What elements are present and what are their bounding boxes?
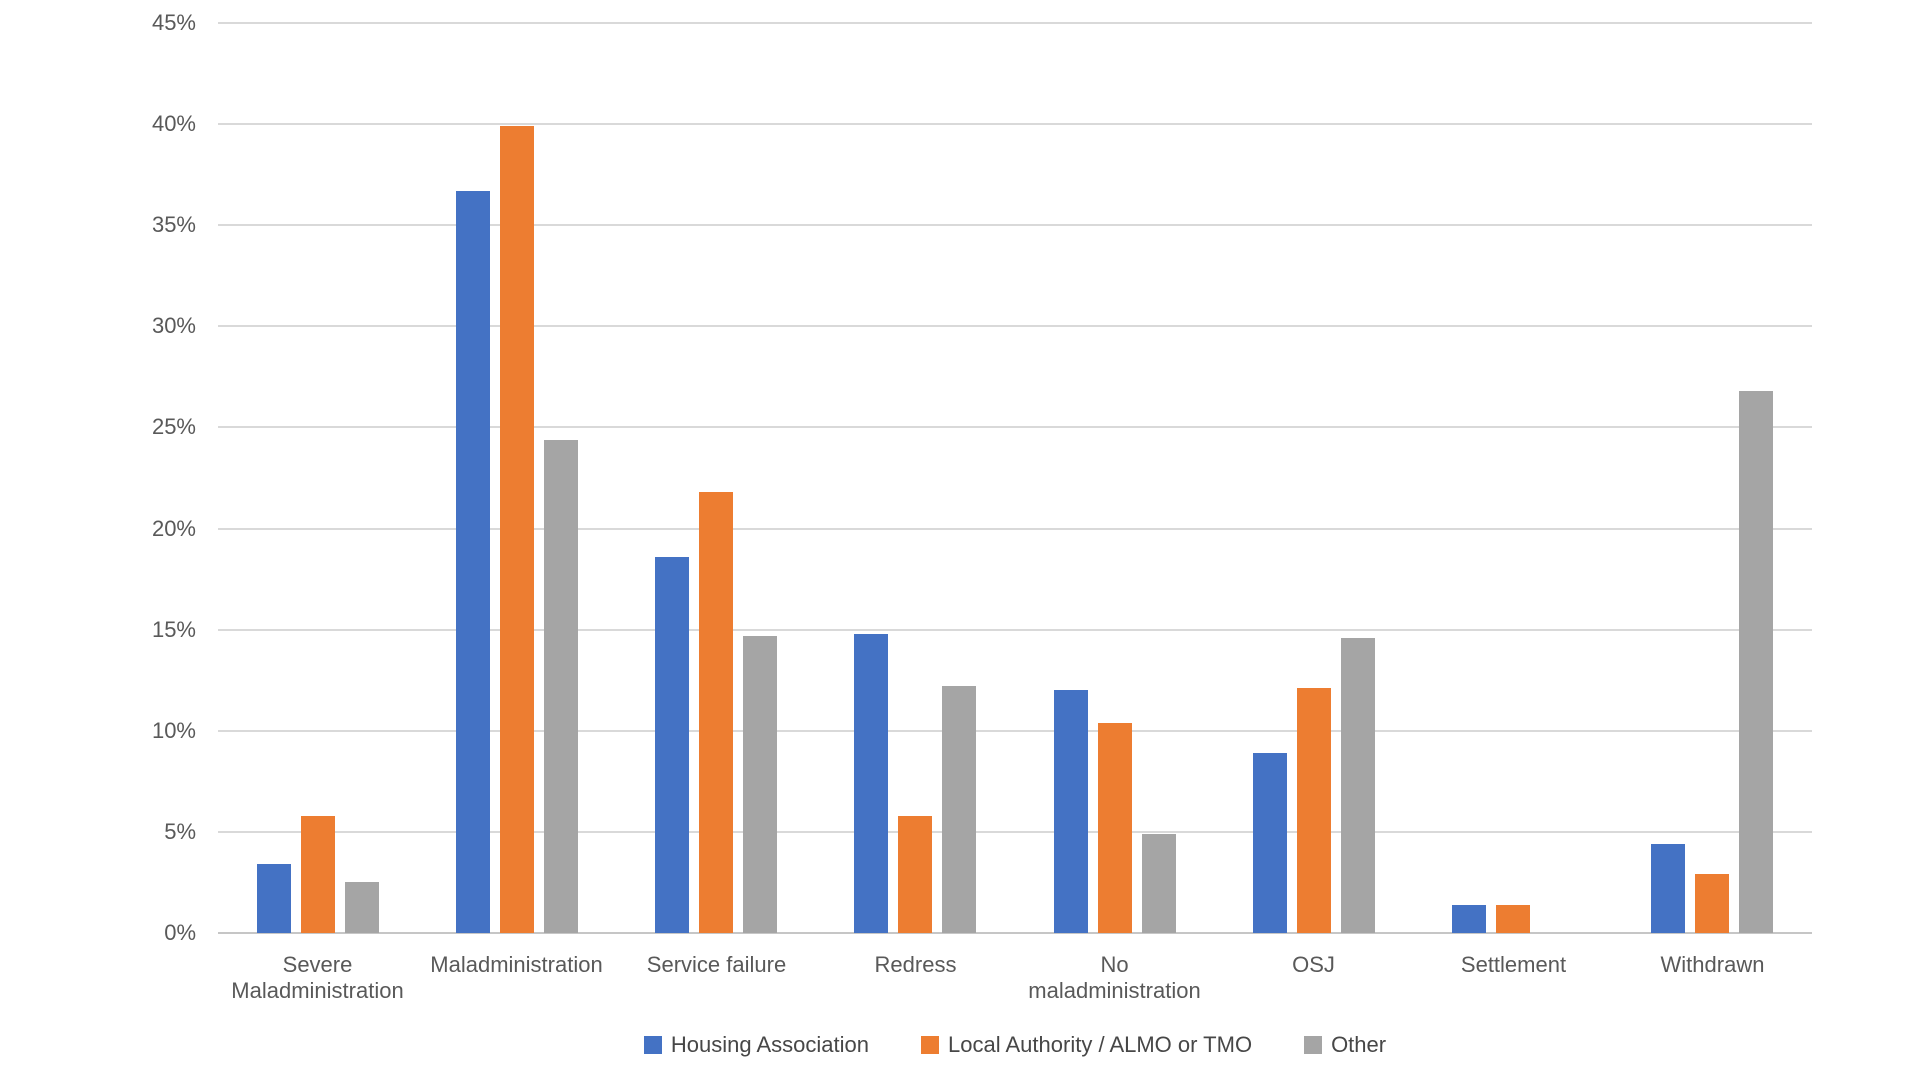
y-gridline bbox=[218, 325, 1812, 327]
category-label: Service failure bbox=[646, 952, 787, 977]
bar bbox=[1739, 391, 1773, 933]
bar bbox=[1695, 874, 1729, 933]
legend-swatch-icon bbox=[643, 1036, 662, 1054]
y-tick-label: 40% bbox=[151, 111, 196, 136]
y-gridline bbox=[218, 528, 1812, 530]
y-tick-label: 5% bbox=[164, 819, 196, 844]
bar bbox=[1496, 905, 1530, 933]
bar bbox=[655, 557, 689, 933]
legend-label: Housing Association bbox=[670, 1032, 870, 1057]
legend-swatch-icon bbox=[921, 1036, 940, 1054]
legend-label: Other bbox=[1331, 1032, 1387, 1057]
legend-item: Other bbox=[1304, 1034, 1386, 1056]
y-tick-label: 35% bbox=[151, 212, 196, 237]
bar bbox=[257, 864, 291, 933]
category-label: No maladministration bbox=[1028, 952, 1201, 1003]
y-tick-label: 0% bbox=[164, 920, 196, 945]
y-gridline bbox=[218, 629, 1812, 631]
bar bbox=[456, 191, 490, 933]
bar bbox=[500, 126, 534, 933]
bar bbox=[942, 686, 976, 933]
bar bbox=[1253, 753, 1287, 933]
legend-item: Local Authority / ALMO or TMO bbox=[921, 1034, 1252, 1056]
legend-label: Local Authority / ALMO or TMO bbox=[948, 1032, 1253, 1057]
y-tick-label: 30% bbox=[151, 313, 196, 338]
x-axis-line bbox=[218, 932, 1812, 934]
legend-swatch-icon bbox=[1304, 1036, 1323, 1054]
category-label: Maladministration bbox=[430, 952, 603, 977]
y-tick-label: 20% bbox=[151, 516, 196, 541]
y-gridline bbox=[218, 730, 1812, 732]
y-tick-label: 10% bbox=[151, 718, 196, 743]
y-gridline bbox=[218, 123, 1812, 125]
category-label: Withdrawn bbox=[1660, 952, 1765, 977]
category-label: Severe Maladministration bbox=[231, 952, 404, 1003]
y-gridline bbox=[218, 831, 1812, 833]
legend: Housing Association Local Authority / ALM… bbox=[218, 1034, 1812, 1056]
bar bbox=[1452, 905, 1486, 933]
category-label: OSJ bbox=[1292, 952, 1335, 977]
bar bbox=[1297, 688, 1331, 933]
y-gridline bbox=[218, 22, 1812, 24]
y-gridline bbox=[218, 224, 1812, 226]
bar bbox=[1098, 723, 1132, 933]
bar bbox=[743, 636, 777, 933]
bar bbox=[898, 816, 932, 933]
legend-item: Housing Association bbox=[643, 1032, 870, 1057]
y-gridline bbox=[218, 426, 1812, 428]
category-label: Redress bbox=[874, 952, 957, 977]
bar bbox=[544, 440, 578, 933]
bar bbox=[301, 816, 335, 933]
bar bbox=[854, 634, 888, 933]
bar bbox=[1142, 834, 1176, 933]
bar bbox=[345, 882, 379, 933]
category-label: Settlement bbox=[1460, 952, 1567, 977]
y-tick-label: 15% bbox=[151, 617, 196, 642]
bar bbox=[699, 492, 733, 933]
bar bbox=[1341, 638, 1375, 933]
y-tick-label: 25% bbox=[151, 414, 196, 439]
bar bbox=[1651, 844, 1685, 933]
bar bbox=[1054, 690, 1088, 933]
y-tick-label: 45% bbox=[151, 10, 196, 35]
